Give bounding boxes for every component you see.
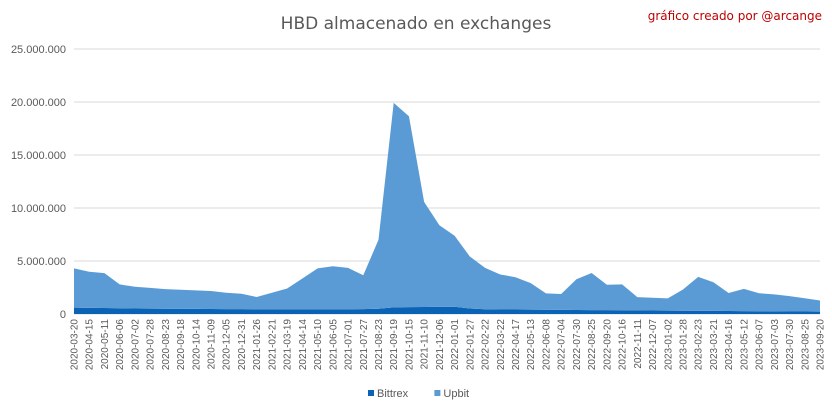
x-tick-label: 2022-07-30 — [572, 319, 583, 371]
x-tick-label: 2020-06-06 — [115, 319, 126, 371]
legend-label-bittrex: Bittrex — [377, 388, 409, 400]
x-tick-label: 2021-07-01 — [344, 319, 355, 371]
x-tick-label: 2022-10-16 — [618, 319, 629, 371]
x-tick-label: 2022-07-04 — [557, 319, 568, 371]
data-areas — [74, 102, 820, 314]
x-tick-label: 2020-12-31 — [237, 319, 248, 371]
x-tick-label: 2022-11-11 — [633, 319, 644, 369]
y-axis-ticks: 0 5.000.000 10.000.000 15.000.000 20.000.000… — [11, 44, 66, 321]
x-tick-label: 2021-06-05 — [328, 319, 339, 371]
x-tick-label: 2021-10-15 — [404, 319, 415, 371]
x-tick-label: 2022-04-17 — [511, 319, 522, 371]
x-tick-label: 2022-03-22 — [496, 319, 507, 371]
x-tick-label: 2022-06-08 — [541, 319, 552, 371]
x-tick-label: 2023-07-03 — [770, 319, 781, 371]
x-tick-label: 2023-01-28 — [678, 319, 689, 371]
legend-label-upbit: Upbit — [443, 388, 469, 400]
x-tick-label: 2020-12-05 — [222, 319, 233, 371]
x-tick-label: 2022-05-13 — [526, 319, 537, 371]
x-tick-label: 2020-07-28 — [146, 319, 157, 371]
x-tick-label: 2020-09-18 — [176, 319, 187, 371]
x-axis-ticks: 2020-03-20 2020-04-15 2020-05-11 2020-06-06… — [70, 319, 827, 371]
x-tick-label: 2023-07-30 — [785, 319, 796, 371]
x-tick-label: 2020-03-20 — [70, 319, 81, 371]
x-tick-label: 2021-12-06 — [435, 319, 446, 371]
y-tick-label: 10.000.000 — [11, 203, 66, 215]
legend-swatch-upbit — [434, 390, 441, 396]
x-tick-label: 2020-04-15 — [85, 319, 96, 371]
x-tick-label: 2021-02-21 — [267, 319, 278, 371]
y-tick-label: 0 — [60, 309, 66, 321]
x-tick-label: 2021-08-23 — [374, 319, 385, 371]
series-area-upbit — [74, 102, 820, 312]
chart-credit-annotation: gráfico creado por @arcange — [648, 9, 822, 23]
x-tick-label: 2022-01-01 — [450, 319, 461, 371]
x-tick-label: 2021-05-10 — [313, 319, 324, 371]
x-tick-label: 2022-12-07 — [648, 319, 659, 371]
x-tick-label: 2020-08-23 — [161, 319, 172, 371]
x-tick-label: 2023-01-02 — [663, 319, 674, 371]
x-tick-label: 2020-05-11 — [100, 319, 111, 370]
y-tick-label: 5.000.000 — [17, 256, 66, 268]
x-tick-label: 2022-09-20 — [602, 319, 613, 371]
y-tick-label: 20.000.000 — [11, 97, 66, 109]
series-area-bittrex — [74, 306, 820, 314]
x-tick-label: 2022-01-27 — [465, 319, 476, 371]
x-tick-label: 2020-11-09 — [207, 319, 218, 370]
legend: Bittrex Upbit — [368, 388, 469, 400]
y-tick-label: 25.000.000 — [11, 44, 66, 56]
x-tick-label: 2023-03-21 — [709, 319, 720, 371]
x-tick-label: 2023-08-25 — [800, 319, 811, 371]
x-tick-label: 2021-04-14 — [298, 319, 309, 371]
x-tick-label: 2021-09-19 — [389, 319, 400, 371]
x-tick-label: 2021-03-19 — [283, 319, 294, 371]
legend-swatch-bittrex — [368, 390, 374, 396]
x-tick-label: 2022-02-22 — [481, 319, 492, 371]
x-tick-label: 2021-11-10 — [420, 319, 431, 370]
x-tick-label: 2023-02-23 — [694, 319, 705, 371]
x-tick-label: 2020-07-02 — [130, 319, 141, 371]
x-tick-label: 2021-07-27 — [359, 319, 370, 371]
x-tick-label: 2023-05-12 — [739, 319, 750, 371]
y-tick-label: 15.000.000 — [11, 150, 66, 162]
x-tick-label: 2023-06-07 — [755, 319, 766, 371]
x-tick-label: 2022-08-25 — [587, 319, 598, 371]
x-tick-label: 2023-04-16 — [724, 319, 735, 371]
x-tick-label: 2023-09-20 — [816, 319, 827, 371]
chart-title: HBD almacenado en exchanges — [281, 14, 552, 34]
x-tick-label: 2020-10-14 — [191, 319, 202, 371]
x-tick-label: 2021-01-26 — [252, 319, 263, 371]
